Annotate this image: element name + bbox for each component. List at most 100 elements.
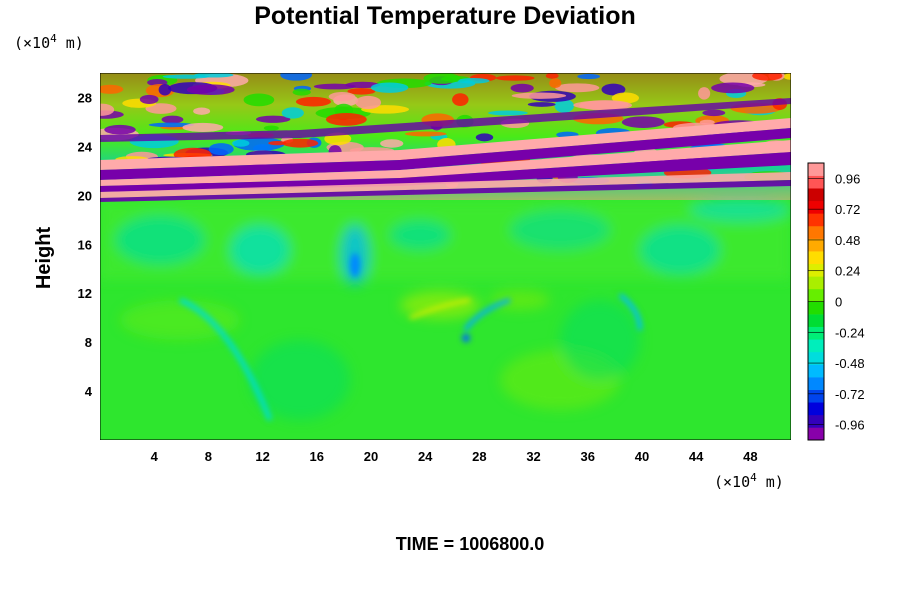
- colorbar-segment: [808, 389, 824, 403]
- wave-blob: [783, 73, 791, 80]
- y-tick-label: 20: [78, 188, 92, 203]
- wave-blob: [601, 83, 626, 96]
- colorbar-segment: [808, 288, 824, 302]
- colorbar-segment: [808, 326, 824, 340]
- wave-blob: [380, 139, 404, 148]
- chart-title: Potential Temperature Deviation: [254, 2, 636, 30]
- y-tick-label: 28: [78, 90, 92, 105]
- y-ticks: 4 8 12 16 20 24 28: [78, 90, 93, 399]
- x-tick-label: 20: [364, 449, 378, 464]
- wave-blob: [488, 110, 528, 116]
- colorbar-segment: [808, 377, 824, 390]
- x-axis-unit: (×104 m): [714, 471, 784, 491]
- wave-blob: [611, 92, 639, 104]
- wave-blob: [182, 122, 224, 133]
- colorbar-segment: [808, 175, 824, 189]
- colorbar-segment: [808, 427, 824, 441]
- wave-blob: [527, 102, 556, 107]
- wave-blob: [292, 88, 311, 96]
- wave-blob: [145, 103, 177, 114]
- wave-blob: [313, 83, 357, 90]
- wave-blob: [573, 100, 629, 110]
- y-tick-label: 8: [85, 335, 92, 350]
- wave-blob: [355, 95, 382, 110]
- x-tick-label: 24: [418, 449, 433, 464]
- wave-blob: [347, 88, 376, 95]
- colorbar-segment: [808, 225, 824, 239]
- wave-blob: [495, 75, 535, 81]
- wave-blob: [148, 122, 194, 128]
- colorbar-segment: [808, 314, 824, 327]
- x-tick-label: 16: [310, 449, 324, 464]
- colorbar-segment: [808, 276, 824, 290]
- x-tick-label: 32: [526, 449, 540, 464]
- wave-blob: [100, 103, 115, 116]
- x-tick-label: 8: [205, 449, 212, 464]
- wave-blob: [554, 98, 575, 113]
- y-axis-label: Height: [33, 227, 55, 290]
- wave-blob: [328, 91, 356, 102]
- colorbar-tick-label: -0.24: [835, 325, 865, 340]
- x-tick-label: 12: [255, 449, 269, 464]
- wave-blob: [554, 83, 600, 93]
- wave-blob: [232, 139, 250, 147]
- time-label: TIME = 1006800.0: [396, 534, 545, 554]
- wave-blob: [545, 73, 559, 79]
- colorbar-segment: [808, 188, 824, 202]
- wave-blob: [282, 138, 319, 148]
- colorbar-tick-label: 0: [835, 295, 842, 310]
- colorbar-segment: [808, 251, 824, 265]
- wave-blob: [325, 113, 367, 126]
- wave-blob: [698, 87, 711, 100]
- wave-blob: [423, 73, 461, 84]
- colorbar-tick-label: 0.72: [835, 202, 860, 217]
- colorbar: [807, 162, 825, 441]
- colorbar-tick-label: 0.48: [835, 233, 860, 248]
- wave-blob: [577, 73, 601, 80]
- colorbar-segment: [808, 163, 824, 176]
- wave-blob: [404, 131, 447, 137]
- wave-blob: [139, 94, 159, 104]
- colorbar-segment: [808, 238, 824, 252]
- wave-blob: [263, 125, 279, 131]
- wave-blob: [208, 143, 234, 156]
- colorbar-segment: [808, 339, 824, 353]
- wave-blob: [158, 83, 172, 96]
- y-tick-label: 12: [78, 286, 92, 301]
- wave-blob: [193, 107, 211, 115]
- wave-bands: [100, 98, 791, 202]
- wave-blob: [268, 141, 287, 146]
- x-tick-label: 28: [472, 449, 486, 464]
- wave-blob: [104, 124, 136, 135]
- wave-blob: [295, 96, 331, 107]
- convective-plumes: [179, 253, 642, 421]
- colorbar-tick-label: -0.48: [835, 356, 865, 371]
- troposphere-features: [100, 198, 791, 420]
- x-tick-label: 40: [635, 449, 649, 464]
- wave-blob: [457, 78, 490, 84]
- wave-blob: [162, 74, 210, 79]
- wave-blob: [186, 84, 235, 96]
- wave-blob: [711, 82, 755, 94]
- x-tick-label: 44: [689, 449, 704, 464]
- x-tick-label: 4: [151, 449, 159, 464]
- colorbar-ticks: 0.96 0.72 0.48 0.24 0 -0.24 -0.48 -0.72 -0.96: [808, 171, 865, 433]
- y-axis-unit: (×104 m): [14, 32, 84, 52]
- wave-blob: [255, 115, 291, 123]
- colorbar-segment: [808, 301, 824, 315]
- colorbar-segment: [808, 200, 824, 214]
- x-tick-label: 48: [743, 449, 757, 464]
- colorbar-tick-label: 0.96: [835, 171, 860, 186]
- x-tick-label: 36: [581, 449, 595, 464]
- colorbar-segment: [808, 364, 824, 378]
- y-tick-label: 16: [78, 237, 92, 252]
- colorbar-segment: [808, 351, 824, 365]
- colorbar-tick-label: -0.96: [835, 418, 865, 433]
- wave-blob: [475, 133, 494, 142]
- colorbar-tick-label: 0.24: [835, 264, 860, 279]
- wave-blob: [100, 84, 124, 94]
- wave-blob: [280, 73, 313, 81]
- colorbar-tick-label: -0.72: [835, 387, 865, 402]
- colorbar-segment: [808, 414, 824, 428]
